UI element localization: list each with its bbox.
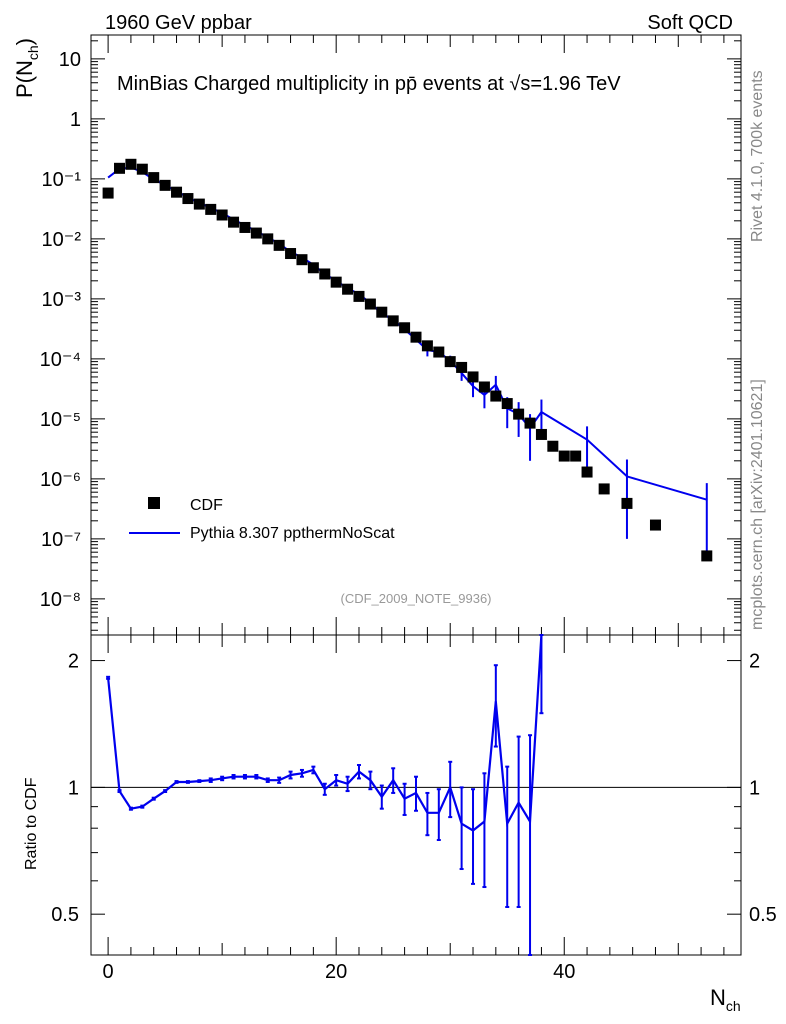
cdf-data-point xyxy=(433,346,445,358)
cdf-data-point xyxy=(148,172,160,184)
cdf-data-point xyxy=(456,361,468,373)
cdf-data-point xyxy=(216,209,228,221)
main-ytick-label: 10⁻⁷ xyxy=(41,529,81,551)
cdf-data-point xyxy=(307,262,319,274)
cdf-data-point xyxy=(570,450,582,462)
cdf-data-point xyxy=(125,158,137,170)
side-caption-top: Rivet 4.1.0, 700k events xyxy=(749,70,766,242)
cdf-data-point xyxy=(421,340,433,352)
main-tick-labels: 10 1 10⁻¹ 10⁻² 10⁻³ 10⁻⁴ 10⁻⁵ 10⁻⁶ 10⁻⁷ 10⁻⁸ xyxy=(40,49,82,611)
legend-label-pythia: Pythia 8.307 ppthermNoScat xyxy=(190,525,395,542)
cdf-data-point xyxy=(228,216,240,228)
main-axis-ticks xyxy=(91,35,741,635)
header-left: 1960 GeV ppbar xyxy=(105,12,252,34)
ratio-xtick-label: 20 xyxy=(325,961,347,983)
cdf-data-point xyxy=(205,203,217,215)
cdf-data-point xyxy=(410,331,422,343)
main-ytick-label: 10⁻³ xyxy=(42,289,82,311)
main-ytick-label: 10⁻⁴ xyxy=(40,349,81,371)
main-ytick-label: 10 xyxy=(59,49,81,71)
cdf-data-point xyxy=(701,550,713,562)
main-ytick-label: 10⁻⁵ xyxy=(40,409,81,431)
cdf-data-point xyxy=(285,248,297,260)
cdf-data-point xyxy=(558,450,570,462)
cdf-data-point xyxy=(239,221,251,233)
cdf-data-point xyxy=(581,466,593,478)
header-right: Soft QCD xyxy=(647,12,733,34)
cdf-data-point xyxy=(501,398,513,410)
main-ytick-label: 10⁻¹ xyxy=(42,169,82,191)
cdf-data-point xyxy=(262,233,274,245)
ratio-ytick-label-right: 2 xyxy=(749,651,760,673)
ratio-ylabel: Ratio to CDF xyxy=(23,777,40,870)
pythia-series-line xyxy=(107,166,708,501)
cdf-data-point xyxy=(399,322,411,334)
cdf-data-point xyxy=(250,227,262,239)
cdf-data-point xyxy=(649,519,661,531)
cdf-data-point xyxy=(490,390,502,402)
ratio-ytick-label-right: 1 xyxy=(749,777,760,799)
cdf-data-point xyxy=(467,371,479,383)
cdf-data-point xyxy=(330,276,342,288)
cdf-data-point xyxy=(319,268,331,280)
cdf-data-point xyxy=(535,428,547,440)
main-ytick-label: 1 xyxy=(70,109,81,131)
cdf-data-point xyxy=(524,417,536,429)
main-ytick-label: 10⁻⁸ xyxy=(40,589,81,611)
cdf-data-point xyxy=(547,440,559,452)
ratio-axis-ticks xyxy=(91,635,741,955)
ratio-panel-frame xyxy=(90,634,742,956)
main-title: MinBias Charged multiplicity in pp̄ even… xyxy=(117,73,621,95)
cdf-data-point xyxy=(353,290,365,302)
side-caption-bottom: mcplots.cern.ch [arXiv:2401.10621] xyxy=(749,379,766,630)
cdf-data-point xyxy=(171,186,183,198)
ratio-ytick-label-right: 0.5 xyxy=(749,904,777,926)
analysis-annotation: (CDF_2009_NOTE_9936) xyxy=(340,591,491,606)
main-ylabel: P(Nch) xyxy=(12,38,41,98)
ratio-ytick-label: 2 xyxy=(68,651,79,673)
cdf-data-point xyxy=(444,356,456,368)
cdf-data-point xyxy=(296,254,308,266)
main-ytick-label: 10⁻⁶ xyxy=(40,469,81,491)
cdf-data-point xyxy=(387,315,399,327)
cdf-data-point xyxy=(621,497,633,509)
ratio-tick-labels: 2 2 1 1 0.5 0.5 0 20 40 xyxy=(51,651,777,983)
ratio-xtick-label: 40 xyxy=(553,961,575,983)
ratio-xtick-label: 0 xyxy=(103,961,114,983)
cdf-data-point xyxy=(193,198,205,210)
ratio-xlabel: Nch xyxy=(710,985,741,1014)
main-data-layer xyxy=(102,158,713,562)
cdf-data-point xyxy=(273,239,285,251)
ratio-ytick-label: 0.5 xyxy=(51,904,79,926)
cdf-data-point xyxy=(364,298,376,310)
ratio-series-line xyxy=(107,634,543,832)
cdf-data-point xyxy=(182,193,194,205)
legend-marker-cdf xyxy=(148,497,160,509)
cdf-data-point xyxy=(376,306,388,318)
main-ytick-label: 10⁻² xyxy=(42,229,82,251)
cdf-data-point xyxy=(342,283,354,295)
ratio-ytick-label: 1 xyxy=(68,777,79,799)
cdf-data-point xyxy=(513,408,525,420)
cdf-data-point xyxy=(598,483,610,495)
cdf-data-point xyxy=(478,381,490,393)
cdf-data-point xyxy=(136,163,148,175)
cdf-data-point xyxy=(159,179,171,191)
ratio-data-layer xyxy=(106,634,544,956)
cdf-data-point xyxy=(102,187,114,199)
cdf-data-point xyxy=(114,162,126,174)
legend-label-cdf: CDF xyxy=(190,497,223,514)
